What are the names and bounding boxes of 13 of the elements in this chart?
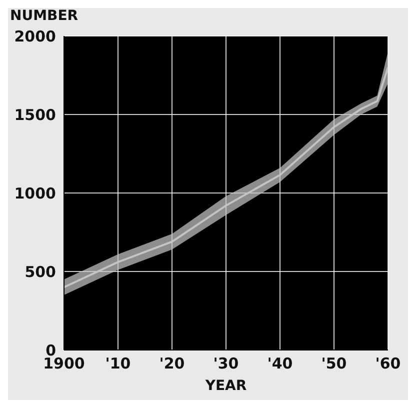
y-tick-label: 2000 bbox=[14, 27, 56, 46]
x-tick-label: '40 bbox=[267, 354, 293, 373]
y-tick-label: 1000 bbox=[14, 184, 56, 202]
x-tick-label: '60 bbox=[375, 354, 401, 373]
y-axis-title: NUMBER bbox=[10, 8, 78, 24]
x-axis-title: YEAR bbox=[204, 378, 247, 394]
y-tick-label: 500 bbox=[24, 262, 56, 281]
x-tick-label: '10 bbox=[105, 354, 131, 373]
x-tick-label: '50 bbox=[321, 354, 347, 373]
x-tick-label: '20 bbox=[159, 354, 185, 373]
x-tick-label: 1900 bbox=[43, 354, 85, 373]
x-tick-label: '30 bbox=[213, 354, 239, 373]
y-tick-label: 1500 bbox=[14, 106, 56, 124]
